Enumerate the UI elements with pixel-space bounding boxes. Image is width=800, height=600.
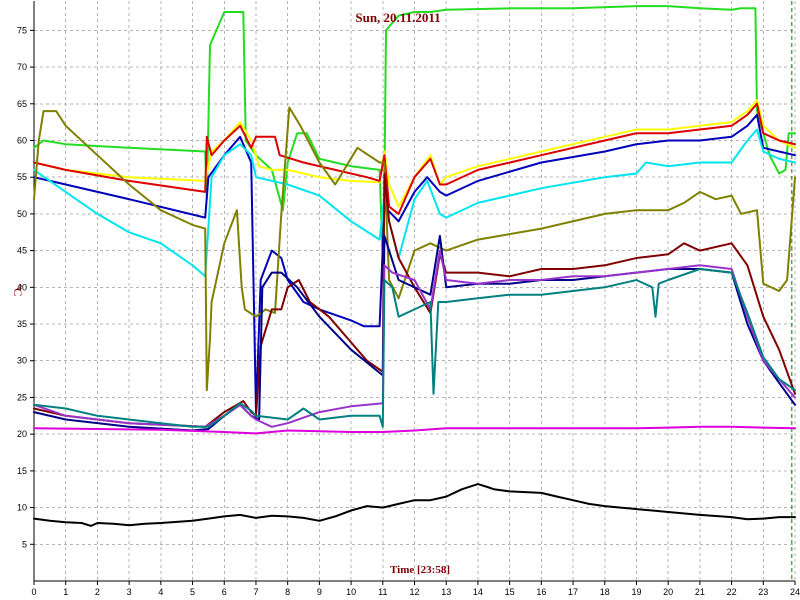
x-tick-label-17: 17 xyxy=(568,587,578,597)
x-tick-label-20: 20 xyxy=(663,587,673,597)
tick-labels: 0 1 2 3 4 5 6 7 8 9 10 11 12 13 14 15 16 17 18 19 20 21 22 23 24… xyxy=(17,25,800,597)
x-tick-label-21: 21 xyxy=(695,587,705,597)
y-tick-label-2: 15 xyxy=(17,466,27,476)
y-tick-label-13: 70 xyxy=(17,62,27,72)
y-tick-label-6: 35 xyxy=(17,319,27,329)
y-tick-label-4: 25 xyxy=(17,392,27,402)
x-tick-label-10: 10 xyxy=(346,587,356,597)
x-tick-label-14: 14 xyxy=(473,587,483,597)
x-tick-label-6: 6 xyxy=(222,587,227,597)
x-tick-label-12: 12 xyxy=(409,587,419,597)
series-line-3 xyxy=(33,102,796,215)
y-tick-label-7: 40 xyxy=(17,282,27,292)
y-tick-label-12: 65 xyxy=(17,99,27,109)
x-tick-label-0: 0 xyxy=(31,587,36,597)
y-tick-label-11: 60 xyxy=(17,135,27,145)
axes xyxy=(30,1,796,585)
series-group xyxy=(33,5,796,527)
y-tick-label-10: 55 xyxy=(17,172,27,182)
series-line-4 xyxy=(33,113,796,414)
x-tick-label-16: 16 xyxy=(536,587,546,597)
y-tick-label-14: 75 xyxy=(17,25,27,35)
x-tick-label-9: 9 xyxy=(317,587,322,597)
series-line-12 xyxy=(33,483,796,527)
x-tick-label-22: 22 xyxy=(727,587,737,597)
x-tick-label-13: 13 xyxy=(441,587,451,597)
series-line-6 xyxy=(33,106,796,392)
y-tick-label-3: 20 xyxy=(17,429,27,439)
series-line-11 xyxy=(33,425,796,435)
x-tick-label-5: 5 xyxy=(190,587,195,597)
chart-title: Sun, 20.11.2011 xyxy=(355,10,440,25)
y-tick-label-9: 50 xyxy=(17,209,27,219)
x-tick-label-2: 2 xyxy=(95,587,100,597)
x-tick-label-7: 7 xyxy=(253,587,258,597)
x-tick-label-11: 11 xyxy=(378,587,387,597)
x-axis-label: Time [23:58] xyxy=(390,564,450,576)
y-tick-label-5: 30 xyxy=(17,356,27,366)
series-line-10 xyxy=(33,268,796,428)
x-tick-label-3: 3 xyxy=(127,587,132,597)
x-tick-label-4: 4 xyxy=(158,587,163,597)
series-line-9 xyxy=(33,249,796,428)
x-tick-label-15: 15 xyxy=(505,587,515,597)
y-tick-label-0: 5 xyxy=(22,539,27,549)
x-tick-label-8: 8 xyxy=(285,587,290,597)
y-axis-label: °C xyxy=(11,284,25,297)
x-tick-label-1: 1 xyxy=(63,587,68,597)
y-tick-label-8: 45 xyxy=(17,246,27,256)
x-tick-label-18: 18 xyxy=(600,587,610,597)
x-tick-label-24: 24 xyxy=(790,587,800,597)
x-tick-label-19: 19 xyxy=(631,587,641,597)
x-tick-label-23: 23 xyxy=(758,587,768,597)
y-tick-label-1: 10 xyxy=(17,503,27,513)
